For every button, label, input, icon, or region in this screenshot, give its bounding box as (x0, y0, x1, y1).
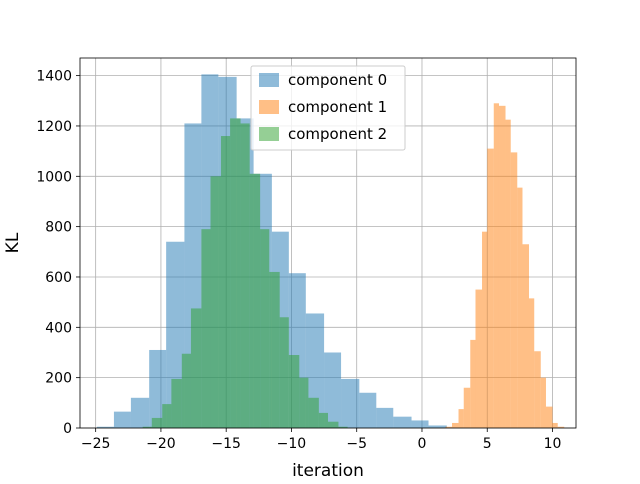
histogram-bar (540, 377, 546, 428)
histogram-bar (249, 173, 261, 428)
histogram-bar (522, 244, 530, 428)
histogram-bar (230, 118, 241, 428)
histogram-bar (452, 422, 459, 428)
x-tick-label: −20 (146, 436, 176, 452)
histogram-bar (260, 229, 270, 428)
histogram-bar (482, 231, 488, 428)
histogram-bar (288, 355, 300, 428)
histogram-bar (445, 426, 452, 428)
plot-frame (79, 57, 577, 429)
y-tick-label: 600 (45, 270, 72, 286)
y-tick-label: 200 (45, 371, 72, 387)
histogram-bar (359, 392, 377, 428)
histogram-bar (411, 420, 429, 428)
histogram-bar (171, 378, 182, 428)
histogram-bar (151, 417, 163, 428)
histogram-bar (299, 377, 309, 428)
histogram-bar (324, 352, 342, 428)
y-tick-label: 1400 (36, 69, 72, 85)
histogram-bar (470, 339, 476, 428)
legend-swatch (259, 100, 279, 114)
histogram-bar (505, 119, 511, 429)
x-tick-label: −5 (346, 436, 367, 452)
legend-label: component 1 (288, 98, 387, 116)
histogram-bar (498, 105, 506, 429)
histogram-bar (393, 416, 412, 428)
histogram-bar (210, 176, 221, 428)
y-tick-label: 400 (45, 320, 72, 336)
histogram-bar (557, 426, 565, 428)
x-axis-ticks: −25 −20 −15 −10 −5 0 5 10 (81, 428, 562, 452)
y-tick-label: 0 (63, 421, 72, 437)
histogram-bar (552, 422, 558, 428)
y-tick-label: 1200 (36, 119, 72, 135)
histogram-bar (534, 351, 541, 428)
x-tick-label: −25 (81, 436, 111, 452)
histogram-bar (376, 407, 394, 428)
x-tick-label: −15 (211, 436, 241, 452)
histogram-bar (130, 397, 150, 428)
series-2-bars (142, 118, 348, 429)
y-tick-label: 800 (45, 220, 72, 236)
legend-box (250, 65, 406, 151)
histogram-bar (190, 308, 202, 428)
histogram-bar (96, 426, 114, 428)
x-axis-label: iteration (292, 461, 364, 480)
histogram-bar (181, 353, 191, 428)
x-tick-label: 0 (418, 436, 427, 452)
histogram-bar (458, 409, 464, 428)
legend-label: component 0 (288, 71, 387, 89)
histogram-bar (201, 229, 211, 428)
histogram-bar (328, 421, 339, 428)
x-tick-label: 5 (483, 436, 492, 452)
y-axis-ticks: 0 200 400 600 800 1000 1200 1400 (36, 69, 80, 437)
histogram-bar (545, 406, 553, 428)
histogram-bar (428, 425, 447, 428)
histogram-bar (487, 148, 494, 428)
histogram-bar (308, 397, 319, 428)
histogram-bar (220, 136, 231, 428)
legend-label: component 2 (288, 125, 387, 143)
histogram-bar (338, 426, 348, 428)
histogram-bar (240, 123, 250, 429)
legend: component 0 component 1 component 2 (250, 65, 406, 151)
histogram-bar (517, 187, 523, 428)
histogram-bar (493, 103, 499, 428)
histogram-bar (149, 349, 167, 428)
x-tick-label: 10 (544, 436, 562, 452)
histogram-bar (341, 378, 360, 428)
histogram-bar (113, 411, 131, 428)
histogram-bar (529, 298, 535, 428)
y-axis-label: KL (3, 232, 23, 253)
histogram-bar (142, 426, 152, 428)
legend-swatch (259, 73, 279, 87)
histogram-bar (475, 289, 483, 428)
histogram-bar (269, 271, 280, 428)
histogram-bar (279, 317, 289, 428)
x-tick-label: −10 (277, 436, 307, 452)
histogram-bar (318, 412, 328, 428)
legend-swatch (259, 127, 279, 141)
series-1-bars (445, 103, 565, 429)
histogram-bar (463, 387, 471, 428)
histogram-bar (510, 152, 518, 428)
y-tick-label: 1000 (36, 169, 72, 185)
histogram-bar (162, 404, 172, 428)
